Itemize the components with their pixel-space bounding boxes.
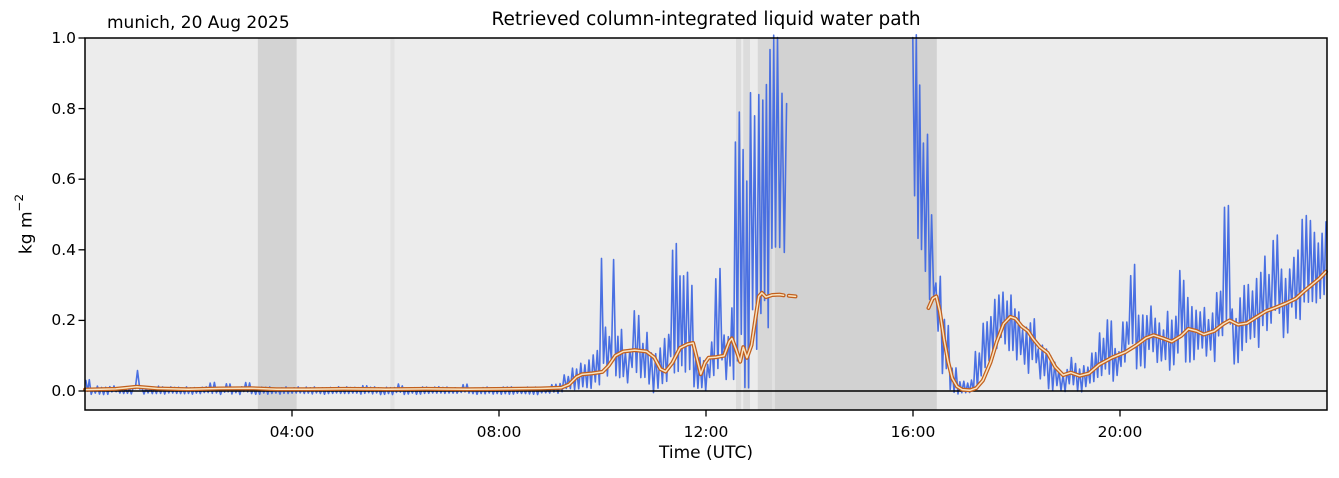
x-tick-label-1200: 12:00 — [683, 423, 729, 441]
y-axis-label-exponent: −2 — [12, 193, 27, 212]
shaded-span — [390, 38, 395, 410]
x-axis-label: Time (UTC) — [659, 443, 753, 463]
x-tick-label-1600: 16:00 — [890, 423, 936, 441]
shaded-span — [772, 38, 775, 410]
raw-series-path — [912, 34, 1327, 395]
station-date-label: munich, 20 Aug 2025 — [107, 13, 290, 33]
y-axis-label: kg m−2 — [9, 124, 36, 324]
y-tick-label-0.0: 0.0 — [51, 382, 76, 400]
x-tick-label-0400: 04:00 — [269, 423, 315, 441]
y-tick-label-0.2: 0.2 — [51, 311, 76, 329]
x-tick-label-2000: 20:00 — [1097, 423, 1143, 441]
y-tick-label-0.4: 0.4 — [51, 241, 76, 259]
chart-title: Retrieved column-integrated liquid water… — [491, 9, 921, 30]
x-tick-label-0800: 08:00 — [476, 423, 522, 441]
smoothed-series-core — [788, 294, 797, 298]
shaded-span — [257, 38, 297, 410]
shaded-span — [774, 38, 937, 410]
y-tick-label-0.6: 0.6 — [51, 170, 76, 188]
y-tick-label-1.0: 1.0 — [51, 29, 76, 47]
smoothed-series-core — [927, 270, 1327, 392]
smoothed-series-core — [84, 292, 785, 391]
y-tick-label-0.8: 0.8 — [51, 100, 76, 118]
